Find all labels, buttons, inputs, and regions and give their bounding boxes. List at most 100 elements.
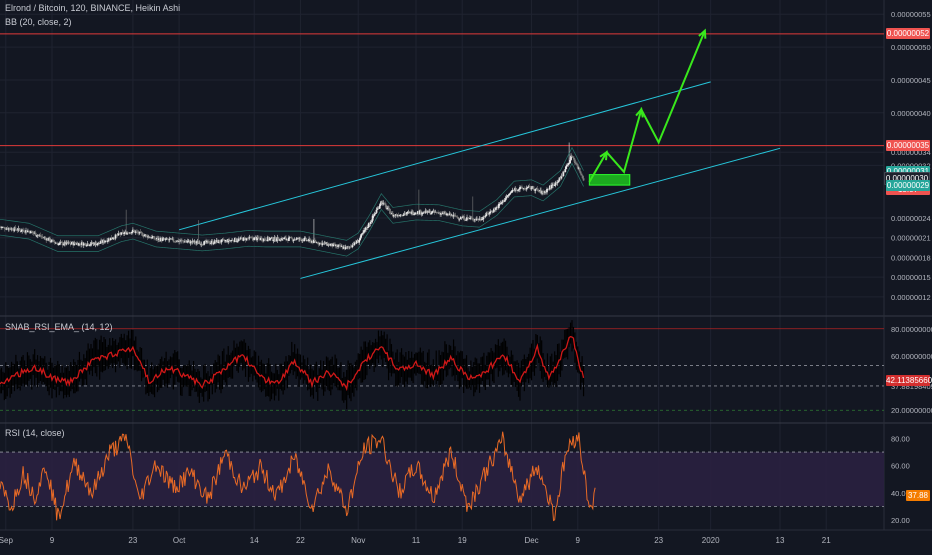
candle-body xyxy=(484,216,487,217)
candle-body xyxy=(263,238,266,240)
candle-body xyxy=(581,175,584,179)
candle-body xyxy=(36,235,39,236)
candle-body xyxy=(157,238,160,241)
price-tag: 0.00000052 xyxy=(886,28,930,40)
candle-body xyxy=(396,215,399,216)
candle-body xyxy=(73,242,76,246)
candle-body xyxy=(219,242,222,244)
candle-body xyxy=(349,246,352,248)
candle-body xyxy=(560,175,563,179)
candle-body xyxy=(469,217,471,219)
candle-body xyxy=(547,189,549,190)
candle-body xyxy=(13,227,16,231)
candle-body xyxy=(322,242,325,244)
candle-body xyxy=(361,233,363,235)
candle-body xyxy=(320,242,323,245)
candle-body xyxy=(347,246,350,248)
candle-body xyxy=(438,212,441,214)
candle-body xyxy=(402,214,405,216)
candle-body xyxy=(536,188,539,190)
candle-body xyxy=(479,218,482,220)
rsi-pane[interactable] xyxy=(0,431,884,522)
candle-body xyxy=(205,240,207,243)
candle-body xyxy=(17,227,20,231)
candle-body xyxy=(89,244,92,246)
time-tick-label: 19 xyxy=(458,536,467,545)
candle-body xyxy=(555,182,558,184)
candle-body xyxy=(178,241,181,242)
rsi-line xyxy=(0,431,596,522)
candle-body xyxy=(533,189,536,191)
candle-body xyxy=(377,207,380,209)
price-axis[interactable]: 0.00000012 0.00000015 0.00000018 0.00000021… xyxy=(891,10,932,525)
candle-body xyxy=(67,242,70,244)
candle-body xyxy=(252,238,255,241)
candle-body xyxy=(213,240,216,244)
candle-body xyxy=(273,237,276,241)
candle-body xyxy=(329,244,332,246)
candle-body xyxy=(30,230,33,232)
snab-tick-label: 60.00000000 xyxy=(891,352,932,361)
candle-body xyxy=(241,238,244,241)
snab-indicator-label[interactable]: SNAB_RSI_EMA_ (14, 12) xyxy=(5,322,113,332)
candle-body xyxy=(473,219,476,221)
candle-body xyxy=(548,185,551,190)
candle-body xyxy=(311,241,313,243)
candle-body xyxy=(562,171,565,177)
candle-body xyxy=(167,239,170,241)
candle-body xyxy=(306,240,309,241)
candle-body xyxy=(116,235,119,236)
projection-arrowhead xyxy=(599,150,608,161)
snab-rsi-ema-pane[interactable] xyxy=(0,320,884,411)
candle-body xyxy=(569,159,571,164)
candle-body xyxy=(20,230,23,232)
candle-body xyxy=(79,243,81,244)
candle-body xyxy=(227,239,230,243)
candle-body xyxy=(427,210,430,213)
candle-body xyxy=(27,230,30,232)
symbol-title[interactable]: Elrond / Bitcoin, 120, BINANCE, Heikin A… xyxy=(5,3,181,13)
candle-body xyxy=(24,231,26,233)
candle-body xyxy=(283,238,285,240)
candle-body xyxy=(296,237,299,239)
bollinger-bands-label[interactable]: BB (20, close, 2) xyxy=(5,17,72,27)
candle-body xyxy=(399,214,402,216)
candle-body xyxy=(458,218,461,220)
candle-body xyxy=(183,241,185,243)
candle-body xyxy=(366,226,369,228)
candle-body xyxy=(549,185,552,189)
candle-body xyxy=(441,213,443,214)
candle-body xyxy=(543,192,545,194)
candle-body xyxy=(6,228,9,230)
candle-body xyxy=(390,213,392,215)
candle-body xyxy=(308,238,311,242)
price-tag: 0.00000031 xyxy=(886,165,930,177)
candle-body xyxy=(489,211,492,214)
candle-body xyxy=(332,243,335,247)
candle-body xyxy=(299,237,302,240)
candle-body xyxy=(269,238,272,239)
candle-body xyxy=(149,237,152,239)
candle-body xyxy=(146,235,149,238)
candle-body xyxy=(421,212,424,214)
candle-body xyxy=(2,226,5,228)
candle-body xyxy=(274,237,277,241)
candle-body xyxy=(166,238,169,240)
candle-body xyxy=(117,233,120,236)
candle-body xyxy=(129,232,131,234)
candle-body xyxy=(515,188,518,190)
candle-body xyxy=(376,207,379,210)
rsi-indicator-label[interactable]: RSI (14, close) xyxy=(5,428,65,438)
candle-body xyxy=(14,227,17,230)
price-pane[interactable] xyxy=(0,28,884,279)
candle-body xyxy=(571,155,573,157)
candle-body xyxy=(365,227,368,229)
time-axis[interactable]: Sep 9 23 Oct 14 22 Nov 11 19 Dec 9 23 2020 13 21 xyxy=(0,536,831,545)
candle-body xyxy=(53,239,55,243)
candle-body xyxy=(519,187,521,190)
candle-body xyxy=(88,245,91,246)
candle-body xyxy=(386,208,389,210)
candle-body xyxy=(222,239,225,241)
